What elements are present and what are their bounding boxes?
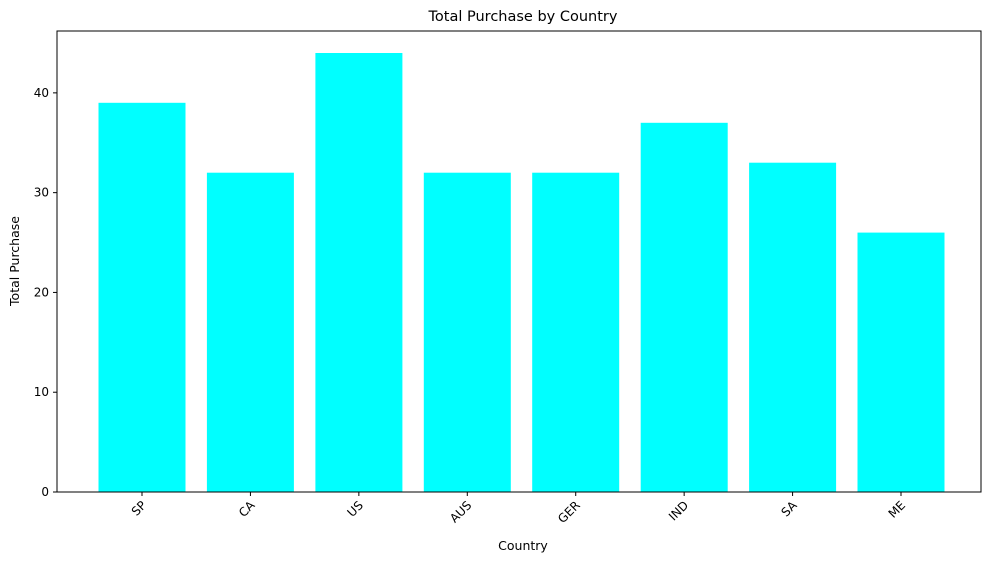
bar-aus — [423, 172, 511, 492]
bars-group — [98, 53, 945, 493]
x-tick-label: SA — [778, 498, 800, 520]
x-tick-label: CA — [236, 498, 258, 520]
x-tick-label: IND — [666, 498, 691, 523]
x-axis-ticks: SP CA US AUS GER IND SA ME — [129, 492, 908, 526]
x-tick-label: US — [344, 498, 366, 520]
x-tick-label: SP — [129, 498, 149, 518]
x-tick-label: ME — [886, 498, 909, 521]
y-tick-label: 20 — [34, 285, 49, 299]
x-tick-label: AUS — [447, 498, 474, 525]
y-tick-label: 30 — [34, 186, 49, 200]
y-tick-label: 10 — [34, 385, 49, 399]
bar-ca — [206, 172, 294, 492]
bar-ind — [640, 122, 728, 493]
x-axis-label: Country — [498, 538, 548, 553]
plot-frame — [56, 30, 982, 493]
x-tick-label: GER — [555, 498, 583, 526]
y-tick-label: 0 — [41, 485, 49, 499]
bar-ger — [532, 172, 620, 492]
chart-title: Total Purchase by Country — [428, 9, 618, 25]
y-axis-ticks: 0 10 20 30 40 — [34, 86, 57, 499]
bar-sp — [98, 102, 186, 493]
bar-sa — [749, 162, 837, 492]
y-tick-label: 40 — [34, 86, 49, 100]
bar-us — [315, 53, 403, 492]
y-axis-label: Total Purchase — [7, 216, 22, 307]
bar-me — [857, 232, 945, 492]
